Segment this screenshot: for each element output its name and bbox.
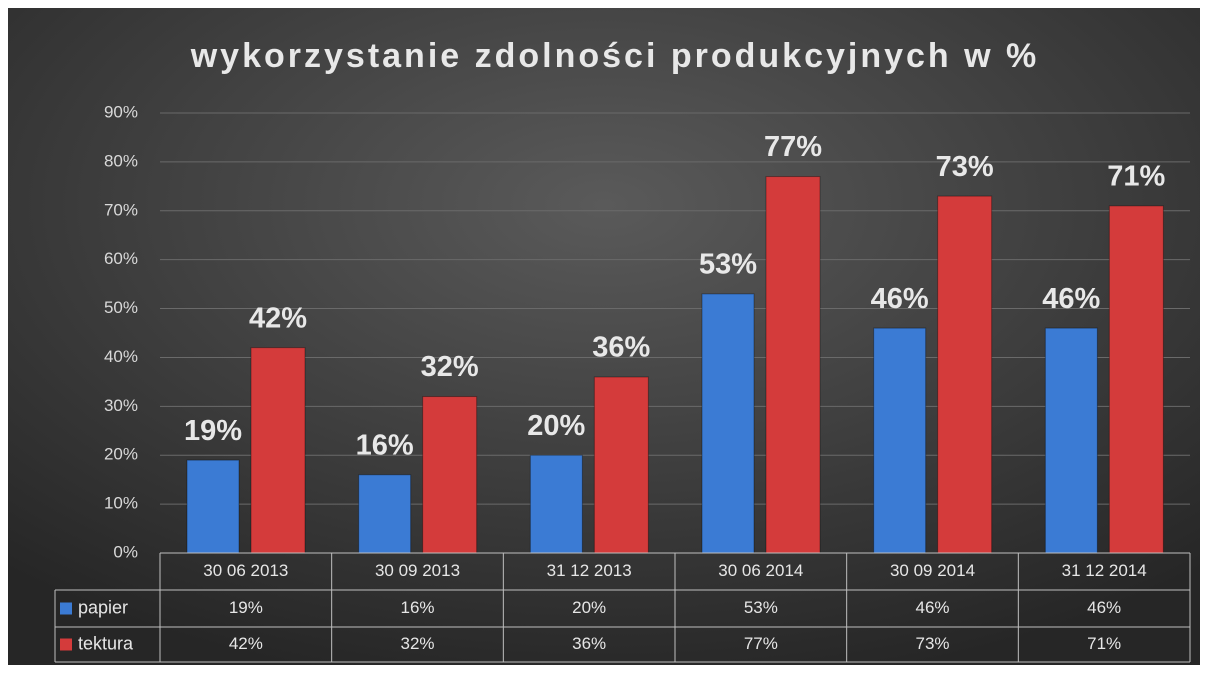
chart-title: wykorzystanie zdolności produkcyjnych w …: [190, 37, 1040, 75]
x-tick-label: 31 12 2013: [547, 561, 632, 580]
table-cell: 16%: [400, 598, 434, 617]
y-tick-label: 20%: [104, 445, 138, 464]
x-tick-label: 30 09 2013: [375, 561, 460, 580]
table-cell: 20%: [572, 598, 606, 617]
legend-label: papier: [78, 597, 128, 617]
bar: [358, 474, 412, 554]
data-label: 46%: [871, 283, 929, 315]
y-tick-label: 60%: [104, 249, 138, 268]
bar: [186, 459, 240, 554]
x-tick-label: 30 06 2013: [203, 561, 288, 580]
table-cell: 46%: [1087, 598, 1121, 617]
data-label: 77%: [764, 131, 822, 163]
bar: [1108, 205, 1164, 554]
table-cell: 36%: [572, 634, 606, 653]
x-tick-label: 30 09 2014: [890, 561, 975, 580]
bar: [422, 396, 478, 554]
y-tick-label: 0%: [113, 542, 138, 561]
data-label: 46%: [1042, 283, 1100, 315]
data-label: 19%: [184, 415, 242, 447]
data-label: 16%: [356, 429, 414, 461]
data-label: 36%: [592, 332, 650, 364]
legend-key: [60, 638, 72, 651]
bar: [765, 176, 821, 554]
y-tick-label: 80%: [104, 151, 138, 170]
y-tick-label: 10%: [104, 494, 138, 513]
legend-label: tektura: [78, 633, 134, 653]
data-label: 53%: [699, 249, 757, 281]
y-tick-label: 90%: [104, 102, 138, 121]
y-tick-label: 70%: [104, 200, 138, 219]
bar: [529, 454, 583, 554]
data-label: 42%: [249, 302, 307, 334]
y-tick-label: 30%: [104, 396, 138, 415]
table-cell: 73%: [915, 634, 949, 653]
table-cell: 77%: [744, 634, 778, 653]
data-label: 73%: [936, 151, 994, 183]
table-cell: 32%: [400, 634, 434, 653]
table-cell: 53%: [744, 598, 778, 617]
table-cell: 42%: [229, 634, 263, 653]
data-label: 20%: [527, 410, 585, 442]
y-tick-label: 50%: [104, 298, 138, 317]
bar: [937, 195, 993, 554]
table-cell: 71%: [1087, 634, 1121, 653]
bar: [873, 327, 927, 554]
y-tick-label: 40%: [104, 347, 138, 366]
data-label: 32%: [421, 351, 479, 383]
bar: [593, 376, 649, 554]
bar: [250, 347, 306, 554]
x-tick-label: 31 12 2014: [1062, 561, 1147, 580]
legend-key: [60, 602, 72, 615]
table-cell: 19%: [229, 598, 263, 617]
chart-background: [8, 8, 1200, 665]
x-tick-label: 30 06 2014: [718, 561, 803, 580]
data-label: 71%: [1107, 161, 1165, 193]
table-cell: 46%: [915, 598, 949, 617]
bar: [701, 293, 755, 554]
bar: [1044, 327, 1098, 554]
